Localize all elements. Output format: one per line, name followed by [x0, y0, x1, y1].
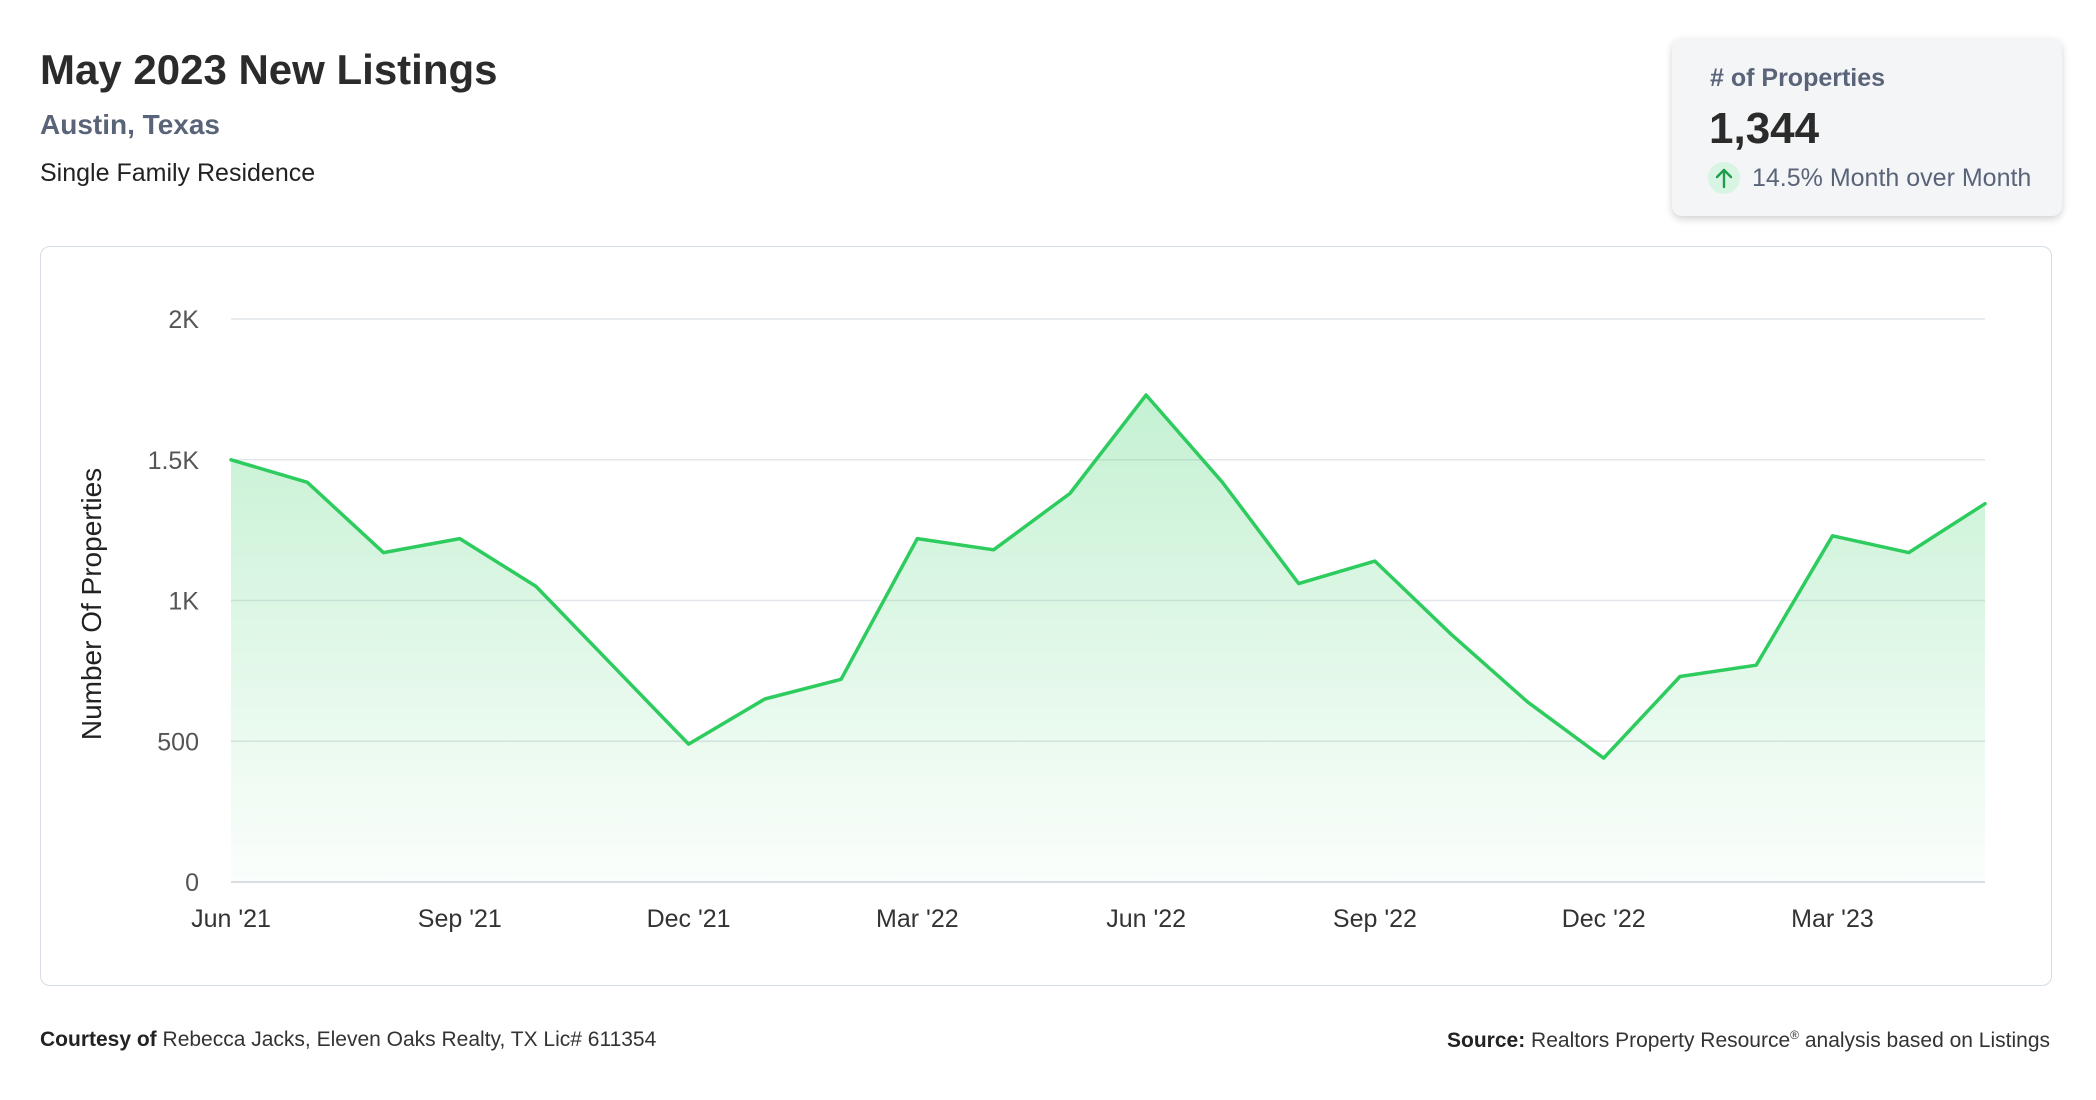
y-tick-label: 1.5K	[148, 447, 200, 475]
data-point	[1754, 663, 1758, 667]
series-line	[229, 393, 1987, 760]
x-tick-label: Mar '23	[1791, 905, 1874, 933]
data-point	[610, 663, 614, 667]
x-tick-label: Jun '22	[1106, 905, 1186, 933]
location-label: Austin, Texas	[40, 109, 220, 140]
data-point	[1830, 534, 1834, 538]
series-area	[231, 395, 1985, 882]
source-text: Realtors Property Resource	[1531, 1029, 1791, 1052]
x-tick-label: Dec '21	[647, 905, 731, 933]
x-tick-label: Jun '21	[191, 905, 271, 933]
data-point	[763, 697, 767, 701]
data-point	[1678, 675, 1682, 679]
y-tick-label: 500	[157, 728, 199, 756]
y-axis-label: Number Of Properties	[76, 468, 107, 740]
stat-change-text: 14.5% Month over Month	[1752, 163, 2032, 192]
courtesy-label: Courtesy of	[40, 1028, 157, 1051]
data-point	[1602, 756, 1606, 760]
data-point	[1449, 632, 1453, 636]
stat-value: 1,344	[1709, 104, 1820, 153]
data-point	[992, 548, 996, 552]
x-tick-label: Sep '22	[1333, 905, 1417, 933]
data-point	[229, 458, 233, 462]
data-point	[839, 677, 843, 681]
data-point	[1983, 502, 1987, 506]
x-tick-label: Mar '22	[876, 905, 959, 933]
data-point	[534, 584, 538, 588]
registered-mark: ®	[1790, 1028, 1799, 1042]
data-point	[1907, 551, 1911, 555]
y-tick-label: 1K	[168, 588, 199, 616]
chart-container: 0 500 1K 1.5K 2K Number Of Properties Jun '21 S…	[40, 246, 2052, 986]
data-point	[1297, 582, 1301, 586]
y-tick-label: 2K	[168, 306, 199, 334]
stat-card: # of Properties 1,344 14.5% Month over M…	[1672, 38, 2062, 216]
stat-label: # of Properties	[1710, 64, 1886, 92]
x-tick-label: Dec '22	[1562, 905, 1646, 933]
data-point	[305, 480, 309, 484]
y-tick-label: 0	[185, 869, 199, 897]
data-point	[1525, 700, 1529, 704]
courtesy-footer: Courtesy of Rebecca Jacks, Eleven Oaks R…	[40, 1028, 656, 1052]
data-point	[687, 742, 691, 746]
data-point	[915, 537, 919, 541]
data-point	[1220, 480, 1224, 484]
page-title: May 2023 New Listings	[40, 46, 498, 93]
property-type-label: Single Family Residence	[40, 159, 316, 187]
listings-chart: 0 500 1K 1.5K 2K Number Of Properties Jun '21 S…	[76, 306, 1987, 933]
data-point	[1144, 393, 1148, 397]
data-point	[382, 551, 386, 555]
arrow-up-icon	[1708, 162, 1740, 194]
source-label: Source:	[1447, 1029, 1526, 1052]
source-text-post: analysis based on Listings	[1804, 1029, 2050, 1052]
stat-change: 14.5% Month over Month	[1708, 162, 2031, 194]
data-point	[1373, 559, 1377, 563]
x-tick-label: Sep '21	[418, 905, 502, 933]
data-point	[458, 537, 462, 541]
source-footer: Source: Realtors Property Resource® anal…	[1447, 1028, 2050, 1053]
data-point	[1068, 492, 1072, 496]
courtesy-text: Rebecca Jacks, Eleven Oaks Realty, TX Li…	[162, 1028, 657, 1051]
